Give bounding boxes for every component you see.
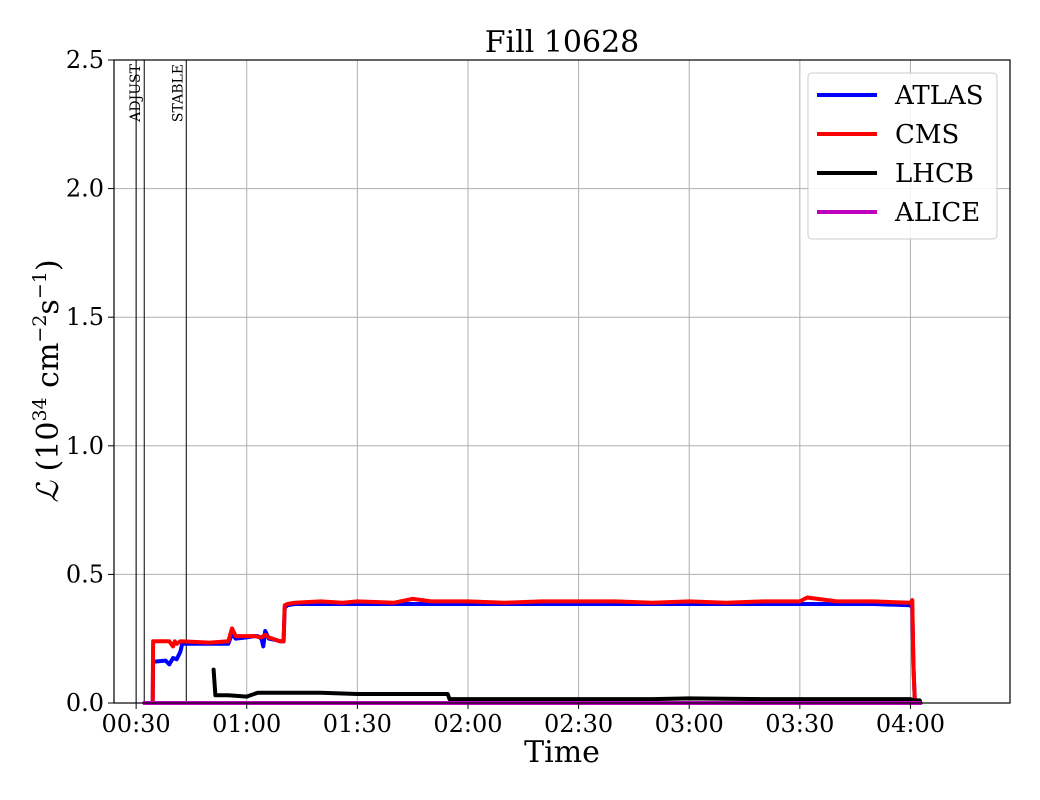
legend: ATLAS CMS LHCB ALICE: [807, 72, 998, 240]
x-tick-label: 01:00: [212, 710, 281, 738]
phase-marker-label: STABLE: [170, 64, 186, 122]
legend-label-cms: CMS: [895, 120, 959, 150]
y-axis-exp2: −2: [29, 315, 51, 343]
legend-box: [807, 72, 998, 240]
legend-label-alice: ALICE: [894, 198, 980, 228]
y-tick-label: 1.0: [66, 432, 104, 460]
x-tick-label: 02:00: [433, 710, 502, 738]
x-tick-label: 01:30: [323, 710, 392, 738]
x-tick-label: 03:30: [765, 710, 834, 738]
x-tick-label: 04:00: [876, 710, 945, 738]
x-tick-label: 03:00: [655, 710, 724, 738]
chart-title: Fill 10628: [485, 25, 640, 60]
x-axis-title: Time: [524, 735, 600, 770]
legend-label-atlas: ATLAS: [894, 81, 984, 111]
y-tick-label: 0.5: [66, 560, 104, 588]
phase-markers: ADJUST STABLE: [128, 60, 187, 703]
series-line-lhcb: [211, 667, 923, 705]
y-axis-mid2: s: [31, 299, 66, 314]
y-axis-open: (10: [31, 422, 66, 481]
plot-frame: [113, 59, 1011, 704]
series-lines: [142, 595, 923, 705]
x-tick-label: 02:30: [544, 710, 613, 738]
y-tick-label: 2.0: [66, 175, 104, 203]
y-axis-exp1: 34: [29, 397, 51, 421]
y-tick-label: 2.5: [66, 46, 104, 74]
axis-ticks: 00:30 01:00 01:30 02:00 02:30 03:00 03:30 04:00…: [66, 46, 945, 738]
y-axis-title: ℒ (1034 cm−2s−1): [29, 259, 66, 502]
y-tick-label: 0.0: [66, 689, 104, 717]
series-line-atlas: [150, 602, 917, 705]
y-axis-close: ): [31, 259, 66, 271]
x-tick-label: 00:30: [102, 710, 171, 738]
legend-label-lhcb: LHCB: [895, 159, 974, 189]
y-axis-mid: cm: [31, 343, 66, 398]
y-axis-symbol: ℒ: [31, 480, 66, 503]
phase-marker-label: ADJUST: [128, 63, 144, 122]
y-tick-label: 1.5: [66, 303, 104, 331]
series-line-cms: [150, 595, 917, 705]
y-axis-exp3: −1: [29, 271, 51, 299]
